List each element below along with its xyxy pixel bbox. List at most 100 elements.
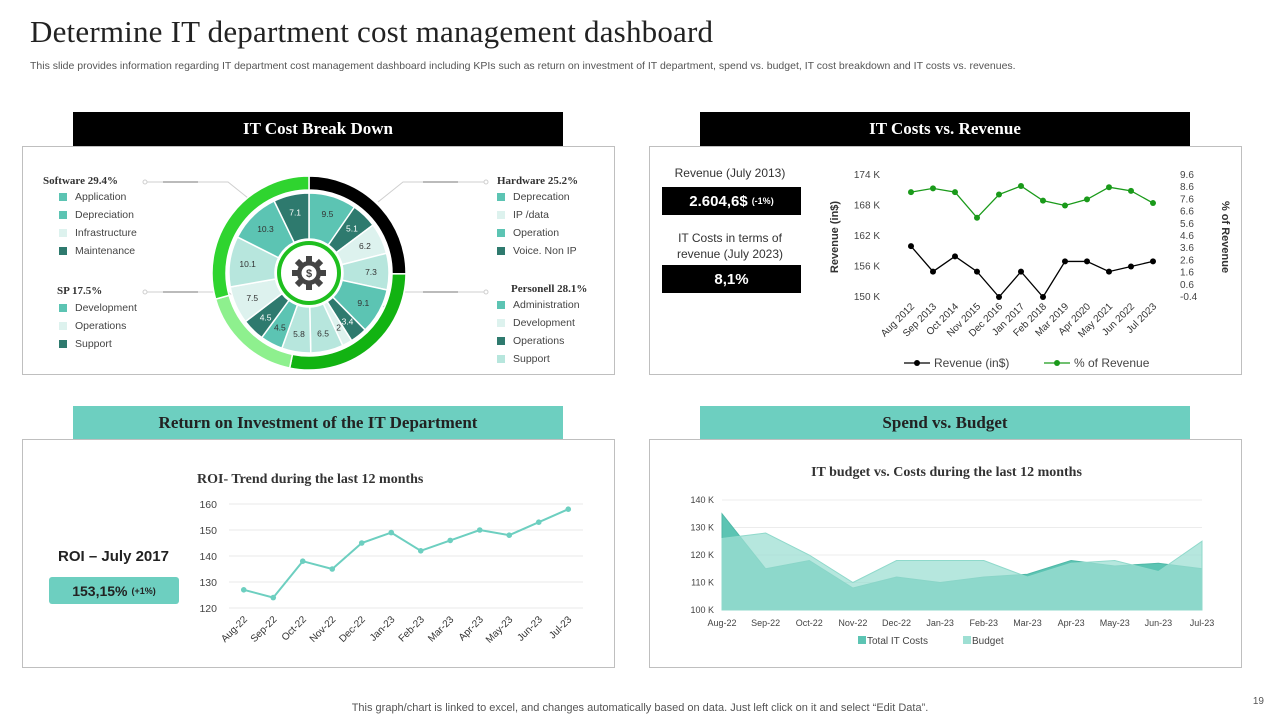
legend-swatch — [497, 355, 505, 363]
y2-axis-title: % of Revenue — [1219, 201, 1231, 273]
x-tick-label: Sep-22 — [249, 614, 280, 645]
legend-swatch — [59, 322, 67, 330]
header-spend-vs-budget: Spend vs. Budget — [700, 406, 1190, 440]
y2-tick-label: 8.6 — [1180, 182, 1194, 193]
legend-label: Budget — [972, 636, 1004, 647]
itcost-kpi-label-line1: IT Costs in terms of — [678, 231, 782, 245]
y2-tick-label: 9.6 — [1180, 170, 1194, 181]
x-tick-label: Feb-23 — [970, 618, 999, 628]
y2-tick-label: 0.6 — [1180, 280, 1194, 291]
y2-tick-label: 1.6 — [1180, 268, 1194, 279]
data-point — [1128, 263, 1134, 270]
data-point — [1106, 268, 1112, 275]
page-subtitle: This slide provides information regardin… — [30, 60, 1016, 72]
legend-swatch — [59, 211, 67, 219]
legend-software-title: Software 29.4% — [43, 175, 118, 187]
y2-tick-label: 2.6 — [1180, 255, 1194, 266]
y-tick-label: 130 — [199, 577, 217, 589]
legend-item-software: Infrastructure — [59, 227, 137, 239]
x-tick-label: Dec-22 — [882, 618, 911, 628]
panel-roi: ROI – July 2017 153,15% (+1%) ROI- Trend … — [22, 439, 615, 668]
svg-text:$: $ — [306, 268, 312, 280]
revenue-kpi-label: Revenue (July 2013) — [674, 166, 786, 180]
y-tick-label: 174 K — [854, 170, 880, 181]
legend-swatch — [59, 193, 67, 201]
x-tick-label: Aug-22 — [707, 618, 736, 628]
y-tick-label: 156 K — [854, 262, 880, 273]
data-point — [996, 294, 1002, 300]
x-tick-label: Dec-22 — [337, 614, 368, 645]
inner-slice-label: 10.3 — [257, 224, 274, 234]
y2-tick-label: 7.6 — [1180, 194, 1194, 205]
data-point — [1040, 197, 1046, 204]
header-it-cost-breakdown: IT Cost Break Down — [73, 112, 563, 146]
y-tick-label: 150 — [199, 525, 217, 537]
budget-vs-costs-chart: 140 K 130 K 120 K 110 K 100 K Aug-22 Sep-22 Oct… — [690, 495, 1214, 647]
y-tick-label: 150 K — [854, 292, 880, 303]
roi-kpi-label: ROI – July 2017 — [58, 548, 169, 565]
inner-slice-label: 7.5 — [246, 293, 258, 303]
x-tick-label: May-23 — [484, 614, 516, 646]
x-tick-label: Apr-23 — [1058, 618, 1085, 628]
y-axis-title: Revenue (in$) — [829, 201, 841, 273]
legend-item-personell: Administration — [497, 299, 580, 311]
x-tick-label: Mar-23 — [426, 614, 456, 644]
legend-swatch — [497, 211, 505, 219]
costs-vs-revenue-chart: 174 K 168 K 162 K 156 K 150 K 9.68.67.6 6.65.6… — [829, 170, 1231, 370]
data-point — [329, 566, 336, 572]
data-point — [1128, 187, 1134, 194]
y-tick-label: 162 K — [854, 231, 880, 242]
legend-swatch — [497, 193, 505, 201]
data-point — [930, 185, 936, 192]
y2-tick-label: 5.6 — [1180, 219, 1194, 230]
inner-slice-label: 4.5 — [260, 312, 272, 322]
legend-personell-title: Personell 28.1% — [511, 283, 588, 295]
data-point — [299, 558, 306, 564]
data-point — [1062, 258, 1068, 265]
legend-swatch — [497, 319, 505, 327]
legend-label: Operations — [75, 320, 127, 332]
inner-slice-label: 9.1 — [357, 298, 369, 308]
legend-label: % of Revenue — [1074, 356, 1150, 370]
inner-slice-label: 9.5 — [322, 209, 334, 219]
legend-label: Development — [513, 317, 575, 329]
data-point — [974, 214, 980, 221]
sunburst-chart: 9.55.16.27.39.13.426.55.84.54.57.510.110… — [142, 175, 489, 371]
data-point — [535, 519, 542, 525]
data-point — [1062, 202, 1068, 209]
legend-item-software: Maintenance — [59, 245, 135, 257]
legend-swatch — [497, 337, 505, 345]
y-tick-label: 120 K — [690, 550, 714, 560]
legend-item-sp: Operations — [59, 320, 126, 332]
y-tick-label: 168 K — [854, 201, 880, 212]
x-tick-label: Jan-23 — [368, 614, 398, 644]
data-point — [388, 529, 395, 536]
legend-marker — [914, 360, 920, 366]
area-budget — [721, 532, 1203, 611]
panel-cost-breakdown: Software 29.4% SP 17.5% Hardware 25.2% P… — [22, 146, 615, 375]
footer-note: This graph/chart is linked to excel, and… — [351, 702, 929, 714]
page-number: 19 — [1252, 696, 1264, 707]
data-point — [1018, 268, 1024, 275]
legend-swatch — [59, 340, 67, 348]
budget-chart-title: IT budget vs. Costs during the last 12 m… — [811, 465, 1082, 480]
data-point — [1040, 294, 1046, 300]
data-point — [447, 537, 454, 544]
data-point — [270, 594, 277, 601]
legend-label: Maintenance — [75, 245, 136, 257]
legend-label: Support — [75, 338, 112, 350]
x-tick-label: Mar-23 — [1013, 618, 1042, 628]
data-point — [1084, 196, 1090, 203]
legend-label: Application — [75, 191, 127, 203]
roi-kpi-value: 153,15% (+1%) — [49, 577, 179, 604]
legend-label: Voice. Non IP — [513, 245, 577, 257]
x-tick-label: May-23 — [1100, 618, 1130, 628]
y-tick-label: 140 — [199, 551, 217, 563]
inner-slice-label: 5.8 — [293, 329, 305, 339]
x-tick-label: Nov-22 — [838, 618, 867, 628]
y2-tick-label: 3.6 — [1180, 243, 1194, 254]
data-point — [1150, 200, 1156, 207]
header-roi: Return on Investment of the IT Departmen… — [73, 406, 563, 440]
data-point — [996, 191, 1002, 198]
